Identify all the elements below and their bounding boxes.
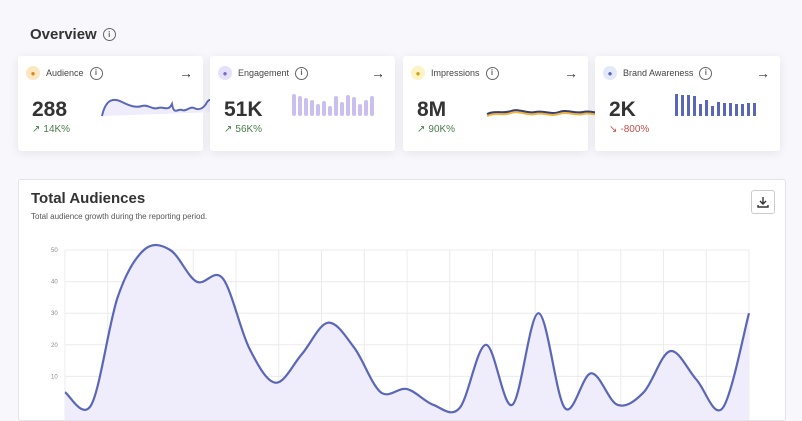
card-value: 8M bbox=[417, 98, 447, 121]
arrow-right-icon[interactable]: → bbox=[371, 65, 385, 81]
arrow-right-icon[interactable]: → bbox=[564, 65, 578, 81]
trend-up-icon: ↗ bbox=[32, 124, 41, 135]
impressions-sparkline bbox=[486, 109, 604, 117]
trend-value: -800% bbox=[620, 124, 650, 135]
y-tick-label: 30 bbox=[51, 311, 58, 317]
arrow-right-icon[interactable]: → bbox=[756, 65, 770, 81]
panel-subtitle: Total audience growth during the reporti… bbox=[31, 212, 208, 221]
overview-title: Overview bbox=[30, 26, 97, 43]
arrow-right-icon[interactable]: → bbox=[179, 65, 193, 81]
card-audience[interactable]: ● Audience i → 288 ↗ 14K% bbox=[18, 56, 219, 151]
download-icon bbox=[757, 197, 769, 208]
total-audiences-panel: Total Audiences Total audience growth du… bbox=[18, 179, 786, 421]
megaphone-icon: ● bbox=[603, 66, 617, 80]
trend-up-icon: ↗ bbox=[417, 124, 426, 135]
audience-chart: 50 40 30 20 10 bbox=[51, 243, 751, 420]
trend-indicator: ↗ 90K% bbox=[417, 124, 455, 135]
trend-value: 90K% bbox=[428, 124, 456, 135]
download-button[interactable] bbox=[751, 190, 775, 214]
card-label: Engagement bbox=[238, 68, 290, 78]
trend-value: 14K% bbox=[43, 124, 71, 135]
y-tick-label: 10 bbox=[51, 374, 58, 380]
card-label: Impressions bbox=[431, 68, 480, 78]
y-tick-label: 40 bbox=[51, 280, 58, 286]
trend-up-icon: ↗ bbox=[224, 124, 233, 135]
card-label: Brand Awareness bbox=[623, 68, 694, 78]
eye-icon: ● bbox=[411, 66, 425, 80]
trend-indicator: ↗ 56K% bbox=[224, 124, 262, 135]
info-icon[interactable]: i bbox=[89, 66, 103, 80]
info-icon[interactable]: i bbox=[485, 66, 499, 80]
card-value: 288 bbox=[32, 98, 68, 121]
users-icon: ● bbox=[26, 66, 40, 80]
y-tick-label: 20 bbox=[51, 343, 58, 349]
trend-indicator: ↗ 14K% bbox=[32, 124, 70, 135]
trend-indicator: ↘ -800% bbox=[609, 124, 649, 135]
y-tick-label: 50 bbox=[51, 248, 58, 254]
card-brand-awareness[interactable]: ● Brand Awareness i → 2K ↘ -800% bbox=[595, 56, 780, 151]
info-icon[interactable]: i bbox=[699, 66, 713, 80]
card-label: Audience bbox=[46, 68, 84, 78]
card-impressions[interactable]: ● Impressions i → 8M ↗ 90K% bbox=[403, 56, 604, 151]
card-value: 51K bbox=[224, 98, 263, 121]
overview-heading: Overview i bbox=[30, 26, 116, 43]
brand-awareness-bars bbox=[675, 94, 756, 116]
panel-title: Total Audiences bbox=[31, 190, 146, 207]
card-value: 2K bbox=[609, 98, 636, 121]
info-icon[interactable]: i bbox=[102, 28, 116, 41]
trend-value: 56K% bbox=[235, 124, 263, 135]
info-icon[interactable]: i bbox=[295, 66, 309, 80]
card-engagement[interactable]: ● Engagement i → 51K ↗ 56K% bbox=[210, 56, 395, 151]
audience-sparkline bbox=[101, 98, 219, 117]
series-line bbox=[64, 243, 751, 414]
engagement-bars bbox=[292, 94, 374, 116]
chat-icon: ● bbox=[218, 66, 232, 80]
trend-down-icon: ↘ bbox=[609, 124, 618, 135]
series-area bbox=[65, 245, 749, 420]
